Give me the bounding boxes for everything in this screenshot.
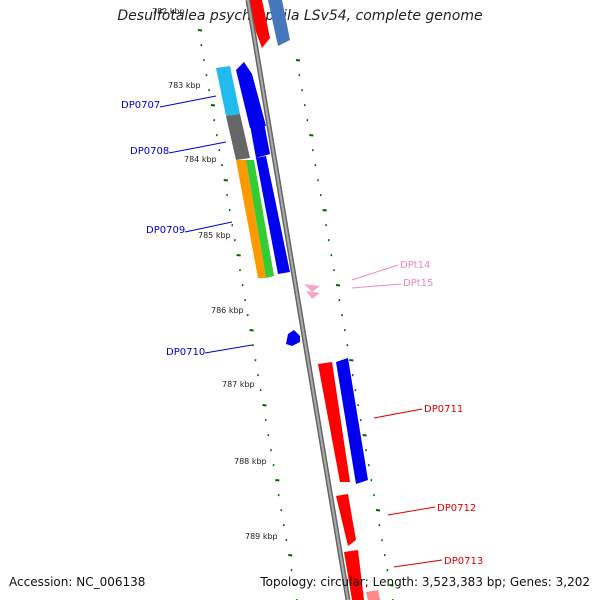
ruler-tick bbox=[223, 179, 228, 182]
kbp-label-faded: 782 kbp bbox=[152, 7, 185, 16]
gene-dp0712[interactable] bbox=[336, 494, 356, 546]
top-features bbox=[250, 0, 290, 48]
ruler-tick bbox=[249, 329, 254, 332]
gene-dp0711[interactable] bbox=[318, 358, 368, 484]
ruler-tick bbox=[295, 59, 301, 62]
gene-label-dpt15[interactable]: DPt15 bbox=[403, 278, 433, 289]
kbp-label: 787 kbp bbox=[222, 380, 255, 389]
kbp-label: 784 kbp bbox=[184, 155, 217, 164]
ruler-tick bbox=[262, 404, 267, 407]
trna-dpt15[interactable] bbox=[306, 291, 320, 299]
ruler-tick bbox=[236, 254, 241, 257]
gene-labels: DP0707 DP0708 DP0709 DP0710 DPt14 DPt15 … bbox=[121, 95, 483, 568]
ruler-tick bbox=[309, 134, 314, 137]
gene-label-dp0711[interactable]: DP0711 bbox=[424, 404, 463, 415]
gene-label-dp0712[interactable]: DP0712 bbox=[437, 503, 476, 514]
ruler-tick bbox=[375, 509, 381, 512]
kbp-label: 785 kbp bbox=[198, 231, 231, 240]
genome-summary-text: Topology: circular; Length: 3,523,383 bp… bbox=[260, 575, 590, 589]
gene-label-dp0709[interactable]: DP0709 bbox=[146, 225, 185, 236]
accession-text: Accession: NC_006138 bbox=[9, 575, 146, 589]
gene-label-dp0710[interactable]: DP0710 bbox=[166, 347, 205, 358]
gene-dp0708-cds[interactable] bbox=[226, 112, 270, 160]
gene-dp0709-cds[interactable] bbox=[236, 156, 290, 278]
gene-dp0713[interactable] bbox=[344, 550, 380, 600]
ruler-tick bbox=[210, 104, 216, 107]
ruler-tick bbox=[275, 479, 280, 482]
ruler-tick bbox=[349, 359, 354, 362]
gene-label-dp0713[interactable]: DP0713 bbox=[444, 556, 483, 567]
gene-dp0710[interactable] bbox=[286, 330, 300, 346]
gene-label-dp0707[interactable]: DP0707 bbox=[121, 100, 160, 111]
gene-label-dp0708[interactable]: DP0708 bbox=[130, 146, 169, 157]
ruler-tick bbox=[335, 284, 341, 287]
ruler-tick bbox=[197, 29, 203, 32]
kbp-label: 789 kbp bbox=[245, 532, 278, 541]
trna-dpt14[interactable] bbox=[304, 284, 320, 292]
genome-title: Desulfotalea psychrophila LSv54, complet… bbox=[117, 8, 483, 24]
gene-label-dpt14[interactable]: DPt14 bbox=[400, 260, 430, 271]
gene-dp0707-cds[interactable] bbox=[216, 62, 266, 128]
ruler-tick bbox=[389, 584, 394, 587]
ruler-tick bbox=[288, 554, 293, 557]
ruler-tick bbox=[362, 434, 367, 437]
left-tick-track bbox=[197, 29, 298, 600]
ruler-tick bbox=[322, 209, 327, 212]
kbp-label: 788 kbp bbox=[234, 457, 267, 466]
right-tick-track bbox=[295, 59, 394, 600]
kbp-label: 783 kbp bbox=[168, 81, 201, 90]
kbp-ruler: 782 kbp 783 kbp 784 kbp 785 kbp 786 kbp … bbox=[152, 7, 278, 541]
kbp-label: 786 kbp bbox=[211, 306, 244, 315]
